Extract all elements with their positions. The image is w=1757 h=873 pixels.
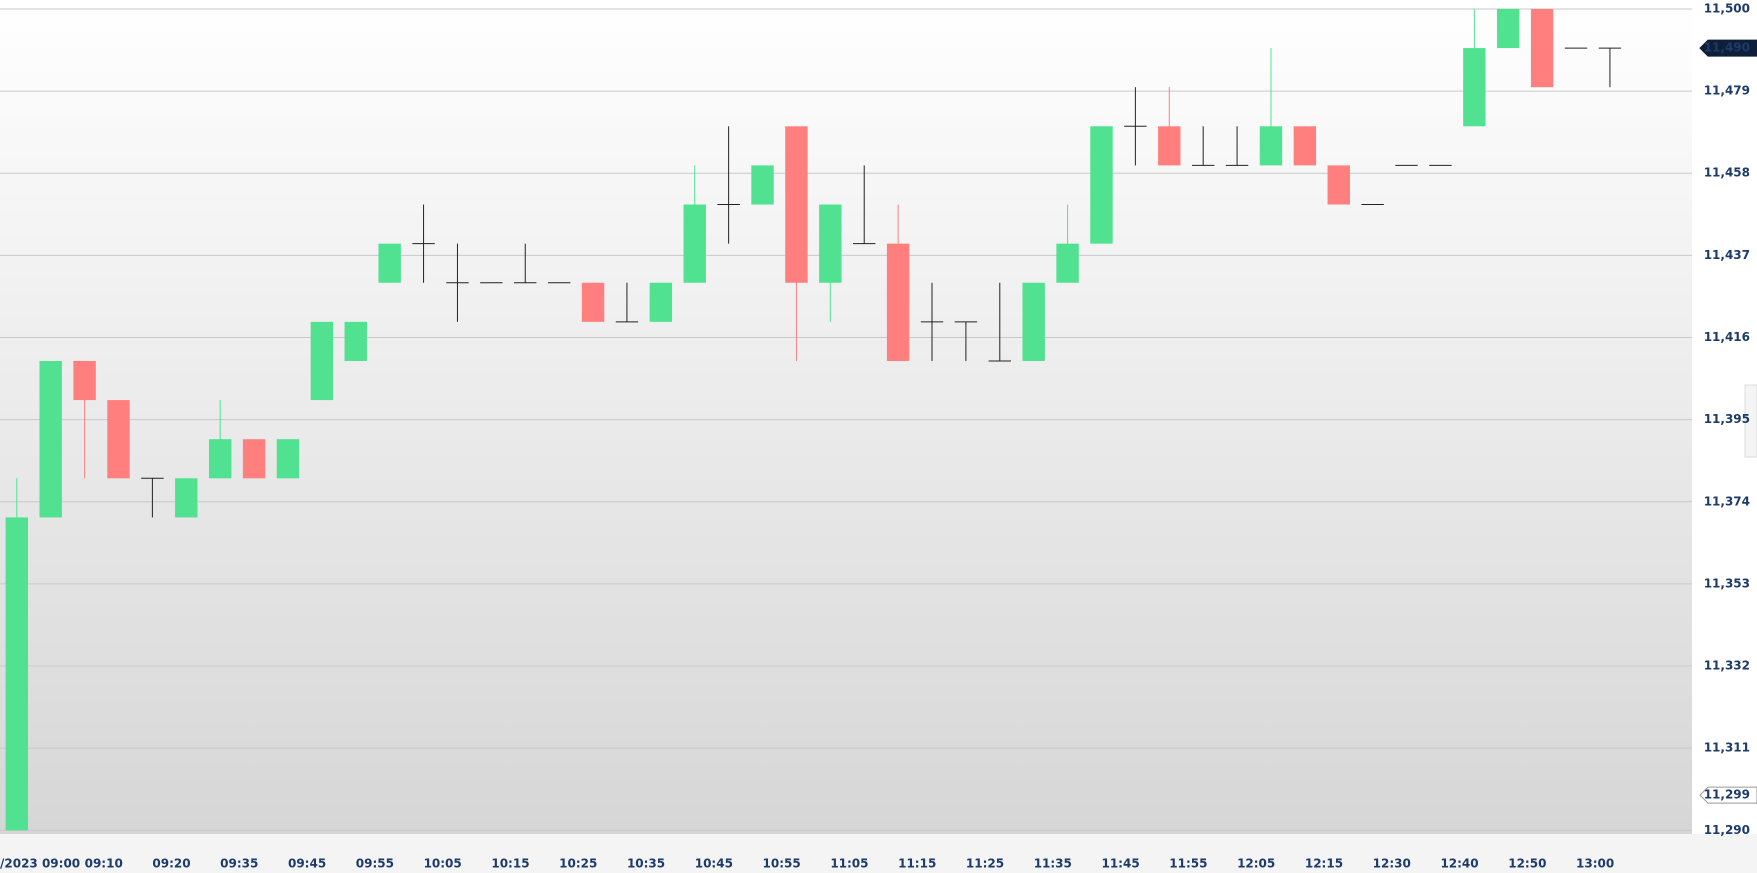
- candle-body: [1158, 126, 1181, 166]
- candle-body: [819, 204, 842, 283]
- candle-body: [242, 439, 266, 479]
- x-tick-label: 09:35: [220, 857, 258, 871]
- price-marker-label: 11,299: [1704, 788, 1750, 802]
- x-tick-label: 09:20: [152, 857, 190, 871]
- candle-body: [73, 360, 96, 401]
- y-tick-label: 11,437: [1704, 248, 1750, 262]
- y-tick-label: 11,353: [1704, 576, 1750, 590]
- price-marker: [1699, 786, 1757, 804]
- y-tick-label: 11,290: [1704, 823, 1750, 837]
- x-tick-label: 09:45: [288, 857, 326, 871]
- y-tick-label: 11,500: [1704, 1, 1750, 15]
- x-tick-label: 11:35: [1034, 857, 1072, 871]
- candle-body: [1497, 8, 1520, 49]
- x-tick-label: 12:30: [1373, 857, 1411, 871]
- price-marker-label: 11,490: [1704, 41, 1750, 55]
- y-tick-label: 11,332: [1704, 659, 1750, 673]
- x-tick-label: 12:05: [1237, 857, 1275, 871]
- y-tick-label: 11,311: [1704, 741, 1750, 755]
- scroll-handle[interactable]: [1744, 384, 1757, 458]
- candle-body: [276, 439, 300, 479]
- candle-body: [208, 439, 232, 479]
- x-tick-label: 12:15: [1305, 857, 1343, 871]
- x-tick-label: 10:15: [491, 857, 529, 871]
- candle-body: [344, 321, 367, 361]
- candle-body: [751, 165, 774, 205]
- candle-body: [310, 321, 334, 401]
- x-tick-label: 11:25: [966, 857, 1004, 871]
- x-tick-label: 09:10: [85, 857, 123, 871]
- x-tick-label: 11:45: [1101, 857, 1139, 871]
- candle-body: [683, 204, 706, 283]
- x-tick-label: 09:55: [356, 857, 394, 871]
- x-tick-label: 10:35: [627, 857, 665, 871]
- x-tick-label: 11:55: [1169, 857, 1207, 871]
- candle-body: [39, 360, 62, 518]
- y-tick-label: 11,458: [1704, 166, 1750, 180]
- candle-body: [581, 282, 605, 322]
- candle-body: [175, 478, 198, 518]
- candle-body: [1022, 282, 1045, 361]
- x-tick-label: 12:50: [1508, 857, 1546, 871]
- y-tick-label: 11,395: [1704, 412, 1750, 426]
- candle-body: [1463, 48, 1486, 127]
- x-tick-label: 10:25: [559, 857, 597, 871]
- candle-body: [1293, 126, 1317, 166]
- candle-body: [785, 126, 808, 283]
- x-axis-background: [0, 834, 1757, 873]
- candle-body: [649, 282, 673, 322]
- candle-body: [1327, 165, 1350, 205]
- candle-body: [5, 517, 29, 831]
- x-tick-label: 11:15: [898, 857, 936, 871]
- plot-background: [0, 0, 1692, 834]
- x-tick-label: 10:55: [763, 857, 801, 871]
- y-tick-label: 11,416: [1704, 330, 1750, 344]
- candle-body: [378, 243, 401, 283]
- candle-body: [1056, 243, 1079, 283]
- x-tick-label: 11:05: [830, 857, 868, 871]
- x-tick-label: 13:00: [1576, 857, 1614, 871]
- candle-body: [1090, 126, 1113, 244]
- y-tick-label: 11,479: [1704, 84, 1750, 98]
- x-tick-label: /2023 09:00: [0, 857, 80, 871]
- y-tick-label: 11,374: [1704, 494, 1750, 508]
- candle-body: [1530, 8, 1554, 88]
- candle-body: [1259, 126, 1283, 166]
- candle-body: [886, 243, 910, 361]
- x-tick-label: 10:45: [695, 857, 733, 871]
- price-marker: [1699, 39, 1757, 57]
- x-tick-label: 12:40: [1440, 857, 1478, 871]
- x-tick-label: 10:05: [424, 857, 462, 871]
- candle-body: [107, 400, 130, 479]
